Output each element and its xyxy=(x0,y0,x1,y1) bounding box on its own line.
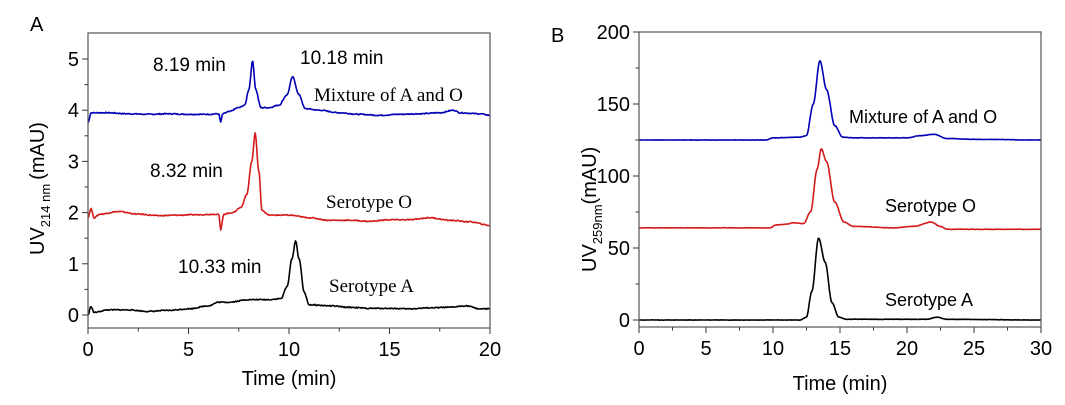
panel-b-ticks: 0 5 10 15 20 25 30 0 50 100 150 200 xyxy=(597,22,1053,360)
series-line-serotype-o xyxy=(639,148,1041,231)
x-tick-label: 25 xyxy=(963,338,985,360)
y-tick-label: 200 xyxy=(597,22,630,44)
x-tick-label: 0 xyxy=(633,338,644,360)
panel-a-annotations: 8.19 min 10.18 min Mixture of A and O 8.32 … xyxy=(150,48,463,297)
annotation-label: 8.19 min xyxy=(153,55,226,76)
annotation-label: 10.33 min xyxy=(178,257,261,278)
x-tick-label: 30 xyxy=(1030,338,1052,360)
panel-a-xlabel: Time (min) xyxy=(242,368,337,390)
annotation-label: 10.18 min xyxy=(300,48,383,69)
x-tick-label: 0 xyxy=(82,339,93,361)
panel-a-letter: A xyxy=(30,14,44,36)
y-tick-label: 50 xyxy=(608,238,630,260)
panel-b-ylabel: UV259nm(mAU) xyxy=(579,147,605,272)
y-tick-label: 150 xyxy=(597,94,630,116)
panel-b-frame xyxy=(638,31,1042,328)
panel-a-ticks: 0 5 10 15 20 0 1 2 3 4 5 xyxy=(68,49,501,361)
y-tick-label: 1 xyxy=(68,254,79,276)
panel-a-series xyxy=(87,60,491,316)
panel-b-xlabel: Time (min) xyxy=(793,373,888,395)
x-tick-label: 15 xyxy=(829,338,851,360)
y-tick-label: 5 xyxy=(68,49,79,71)
panel-b: B 0 5 10 15 20 25 30 0 50 100 150 200 Mixture of A … xyxy=(551,22,1052,395)
panel-a: A 0 5 10 15 20 0 1 2 3 4 5 8.19 min 10.18 min Mixtur… xyxy=(27,14,501,390)
y-tick-label: 0 xyxy=(619,310,630,332)
panel-b-annotations: Mixture of A and O Serotype O Serotype A xyxy=(849,107,997,310)
panel-a-ylabel: UV214 nm (mAU) xyxy=(27,122,53,255)
panel-a-ylabel-unit: (mAU) xyxy=(27,122,49,180)
y-tick-label: 0 xyxy=(68,305,79,327)
panel-b-letter: B xyxy=(551,25,564,47)
series-line-mixture-of-a-and-o xyxy=(638,60,1042,141)
series-line-serotype-o xyxy=(87,132,491,231)
annotation-label: Serotype A xyxy=(329,276,414,297)
annotation-label: Serotype O xyxy=(885,196,976,216)
series-line-serotype-a xyxy=(638,237,1041,321)
panel-b-series xyxy=(638,60,1042,321)
annotation-label: 8.32 min xyxy=(150,161,223,182)
panel-a-ylabel-sub: 214 nm xyxy=(38,184,53,227)
series-line-mixture-of-a-and-o xyxy=(87,60,491,124)
panel-b-ylabel-main: UV xyxy=(579,244,601,272)
panel-b-ylabel-sub: 259nm xyxy=(590,204,605,244)
panel-a-frame xyxy=(87,32,491,329)
y-tick-label: 4 xyxy=(68,100,79,122)
x-tick-label: 10 xyxy=(762,338,784,360)
series-line-serotype-a xyxy=(87,240,491,316)
x-tick-label: 20 xyxy=(479,339,501,361)
x-tick-label: 5 xyxy=(183,339,194,361)
x-tick-label: 10 xyxy=(278,339,300,361)
y-tick-label: 100 xyxy=(597,166,630,188)
annotation-label: Serotype O xyxy=(326,192,412,213)
panel-a-ylabel-main: UV xyxy=(27,227,49,255)
annotation-label: Serotype A xyxy=(885,290,973,310)
annotation-label: Mixture of A and O xyxy=(849,107,997,127)
x-tick-label: 20 xyxy=(896,338,918,360)
y-tick-label: 2 xyxy=(68,203,79,225)
annotation-label: Mixture of A and O xyxy=(314,85,463,106)
x-tick-label: 5 xyxy=(700,338,711,360)
panel-b-ylabel-unit: (mAU) xyxy=(579,147,601,205)
y-tick-label: 3 xyxy=(68,151,79,173)
x-tick-label: 15 xyxy=(378,339,400,361)
